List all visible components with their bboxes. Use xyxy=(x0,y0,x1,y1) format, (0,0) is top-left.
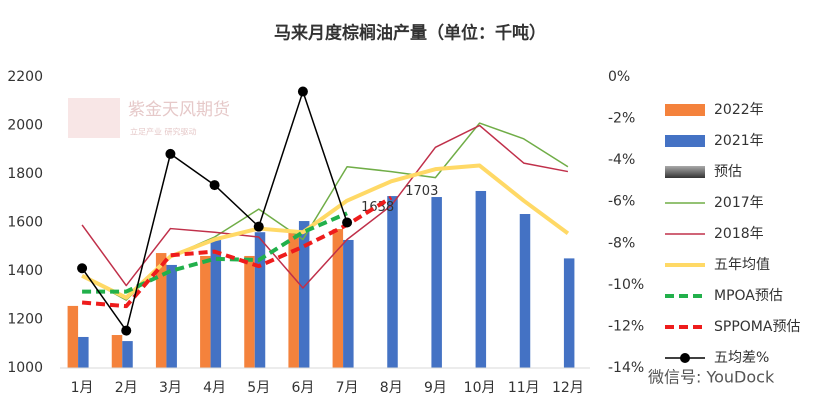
y2-tick-label: -4% xyxy=(608,152,635,168)
legend-marker xyxy=(680,353,690,363)
marker xyxy=(209,180,220,191)
x-tick-label: 5月 xyxy=(247,380,270,396)
bar xyxy=(166,264,177,368)
legend-label: 2022年 xyxy=(714,102,764,118)
y-tick-label: 1200 xyxy=(7,312,43,328)
y-tick-label: 1000 xyxy=(7,360,43,376)
legend-swatch xyxy=(665,166,705,178)
bar xyxy=(343,239,354,368)
line xyxy=(81,124,569,289)
marker xyxy=(253,221,264,232)
legend-label: SPPOMA预估 xyxy=(714,319,800,335)
watermark-sub: 立足产业 研究驱动 xyxy=(130,127,197,137)
x-tick-label: 11月 xyxy=(508,380,540,396)
x-tick-label: 3月 xyxy=(159,380,182,396)
bar xyxy=(244,255,255,368)
legend-label: 2017年 xyxy=(714,195,764,211)
legend-swatch xyxy=(665,104,705,116)
y2-tick-label: 0% xyxy=(608,69,630,85)
watermark-logo xyxy=(68,98,120,138)
marker xyxy=(297,86,308,97)
marker xyxy=(342,217,353,228)
legend-label: 2021年 xyxy=(714,133,764,149)
legend-swatch xyxy=(665,135,705,147)
legend-label: 五年均值 xyxy=(714,257,770,273)
y2-tick-label: -14% xyxy=(608,360,644,376)
legend-label: 预估 xyxy=(714,164,742,180)
x-tick-label: 4月 xyxy=(203,380,226,396)
bar xyxy=(67,305,79,368)
bar xyxy=(200,255,211,368)
y2-tick-label: -2% xyxy=(608,111,635,127)
y2-tick-label: -12% xyxy=(608,318,644,334)
legend-label: 五均差% xyxy=(714,350,769,366)
bar xyxy=(210,238,222,368)
bar xyxy=(155,253,167,368)
x-tick-label: 1月 xyxy=(71,380,94,396)
marker xyxy=(121,325,132,336)
bar xyxy=(563,258,575,368)
bar xyxy=(298,221,310,368)
bar xyxy=(431,197,442,368)
y2-tick-label: -6% xyxy=(608,194,635,210)
bar xyxy=(387,196,398,368)
x-tick-label: 7月 xyxy=(336,380,359,396)
x-tick-label: 6月 xyxy=(291,380,314,396)
y-tick-label: 2200 xyxy=(7,69,43,85)
chart-title: 马来月度棕榈油产量（单位：千吨） xyxy=(274,23,546,44)
x-tick-label: 9月 xyxy=(424,380,447,396)
x-tick-label: 12月 xyxy=(552,380,584,396)
line xyxy=(82,211,348,294)
y2-tick-label: -10% xyxy=(608,277,644,293)
bar xyxy=(78,336,89,368)
legend-label: MPOA预估 xyxy=(714,288,783,304)
footer: 微信号: YouDock xyxy=(648,368,775,387)
marker xyxy=(165,148,176,159)
y-tick-label: 1800 xyxy=(7,166,43,182)
x-tick-label: 10月 xyxy=(464,380,496,396)
bar xyxy=(332,229,344,368)
x-tick-label: 8月 xyxy=(380,380,403,396)
y-tick-label: 1600 xyxy=(7,215,43,231)
data-label: 1703 xyxy=(405,184,438,199)
watermark: 紫金天风期货 xyxy=(128,100,230,120)
y-tick-label: 2000 xyxy=(7,118,43,134)
y-tick-label: 1400 xyxy=(7,263,43,279)
legend-label: 2018年 xyxy=(714,226,764,242)
bar xyxy=(111,335,123,368)
bar xyxy=(519,214,531,368)
bar xyxy=(254,232,266,368)
y2-tick-label: -8% xyxy=(608,235,635,251)
marker xyxy=(77,263,88,274)
x-tick-label: 2月 xyxy=(115,380,138,396)
bar xyxy=(288,231,299,368)
bar xyxy=(475,190,487,368)
bar xyxy=(122,341,133,368)
